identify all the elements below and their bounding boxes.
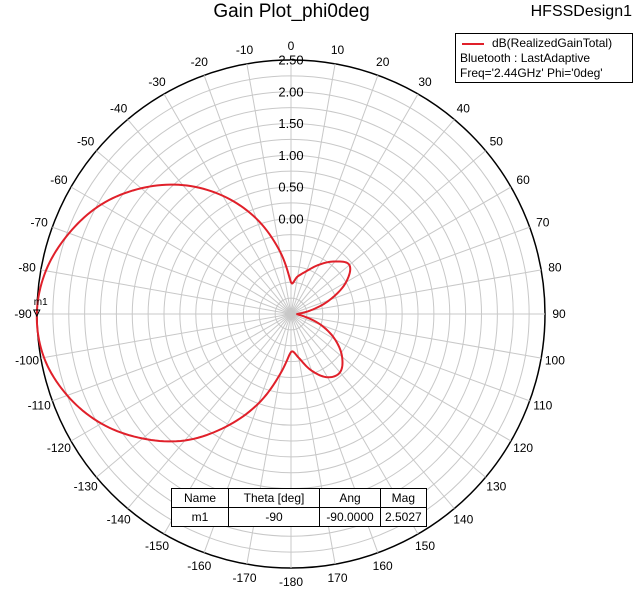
angle-tick-label: 90 [552, 307, 566, 321]
grid-spoke [290, 313, 455, 509]
grid-spoke [290, 93, 419, 315]
angle-tick-label: -20 [191, 55, 209, 69]
grid-spoke [96, 150, 292, 315]
angle-tick-label: -30 [148, 75, 166, 89]
angle-tick-label: 100 [545, 354, 565, 368]
header-ang: Ang [319, 488, 381, 508]
radial-tick-label: 0.50 [278, 180, 303, 195]
grid-spoke [290, 119, 455, 315]
grid-spoke [127, 119, 292, 315]
angle-tick-label: 170 [327, 571, 347, 585]
marker-m1-label: m1 [34, 297, 48, 308]
grid-spoke [70, 186, 292, 315]
angle-tick-label: -100 [15, 354, 39, 368]
cell-mag: 2.5027 [380, 507, 427, 527]
angle-tick-label: -10 [236, 43, 254, 57]
angle-tick-label: -160 [187, 559, 211, 573]
grid-spoke [203, 75, 292, 315]
grid-spoke [290, 313, 512, 442]
grid-spoke [52, 313, 292, 402]
cell-name: m1 [171, 507, 229, 527]
radial-tick-label: 2.50 [278, 53, 303, 68]
grid-spoke [96, 313, 292, 478]
marker-table-row[interactable]: m1 -90 -90.0000 2.5027 [171, 507, 427, 527]
marker-table-header: Name Theta [deg] Ang Mag [171, 488, 427, 508]
plot-title: Gain Plot_phi0deg [213, 1, 370, 22]
header-theta: Theta [deg] [228, 488, 320, 508]
angle-tick-label: -110 [28, 399, 51, 413]
grid-spoke [290, 186, 512, 315]
design-name: HFSSDesign1 [530, 3, 632, 20]
angle-tick-label: 150 [415, 539, 435, 553]
grid-spoke [290, 313, 542, 359]
angle-tick-label: 120 [513, 441, 533, 455]
angle-tick-label: -40 [110, 102, 128, 116]
cell-ang: -90.0000 [319, 507, 381, 527]
legend-params: Freq='2.44GHz' Phi='0deg' [460, 66, 603, 80]
radial-tick-label: 0.00 [278, 211, 303, 226]
radial-tick-labels: 0.00 0.50 1.00 1.50 2.00 2.50 [278, 53, 303, 227]
angle-tick-label: -180 [279, 575, 303, 589]
cell-theta: -90 [228, 507, 320, 527]
grid-spoke [70, 313, 292, 442]
polar-grid [36, 59, 546, 569]
angle-tick-label: -140 [107, 512, 131, 526]
grid-spoke [290, 150, 486, 315]
angle-tick-label: 60 [516, 173, 530, 187]
legend-line-swatch [462, 42, 484, 45]
angle-tick-label: 10 [331, 43, 345, 57]
legend-setup: Bluetooth : LastAdaptive [460, 51, 591, 65]
angle-tick-label: 160 [373, 559, 393, 573]
radial-tick-label: 1.00 [278, 148, 303, 163]
grid-spoke [290, 63, 336, 315]
angle-tick-label: 30 [418, 75, 432, 89]
angle-tick-label: 20 [376, 55, 390, 69]
angle-tick-label: -50 [77, 135, 95, 149]
angle-tick-label: -130 [74, 479, 98, 493]
grid-spoke [127, 313, 292, 509]
legend-trace-name: dB(RealizedGainTotal) [492, 36, 613, 50]
angle-tick-label: -90 [14, 307, 32, 321]
angle-tick-label: -80 [18, 261, 36, 275]
angle-tick-label: 110 [533, 399, 552, 413]
angle-tick-label: -150 [145, 539, 169, 553]
angle-tick-label: -120 [47, 441, 71, 455]
angle-tick-label: 80 [548, 261, 562, 275]
grid-spoke [52, 226, 292, 315]
radial-tick-label: 2.00 [278, 84, 303, 99]
grid-spoke [290, 313, 486, 478]
angle-tick-label: 0 [288, 39, 295, 53]
grid-spoke [163, 93, 292, 315]
angle-tick-label: 50 [490, 135, 504, 149]
grid-spoke [290, 75, 379, 315]
marker-m1-triangle[interactable] [32, 309, 41, 318]
angle-tick-label: -70 [31, 215, 49, 229]
angle-tick-label: -170 [232, 571, 256, 585]
header-name: Name [171, 488, 229, 508]
grid-spoke [40, 269, 292, 315]
marker-group[interactable]: m1 [32, 297, 48, 318]
grid-spoke [246, 63, 292, 315]
marker-table[interactable]: Name Theta [deg] Ang Mag m1 -90 -90.0000… [171, 488, 427, 527]
angle-tick-label: -60 [50, 173, 68, 187]
header-mag: Mag [380, 488, 427, 508]
angle-tick-label: 70 [536, 215, 550, 229]
angle-tick-label: 40 [457, 102, 471, 116]
grid-spoke [40, 313, 292, 359]
radial-tick-label: 1.50 [278, 116, 303, 131]
legend[interactable]: dB(RealizedGainTotal) Bluetooth : LastAd… [455, 33, 633, 83]
gain-trace-line[interactable] [35, 183, 352, 443]
grid-spoke [290, 269, 542, 315]
angle-tick-label: 130 [486, 479, 506, 493]
grid-spoke [290, 313, 530, 402]
angle-tick-labels: -170-160-150-140-130-120-110-100-90-80-7… [14, 39, 566, 589]
angle-tick-label: 140 [453, 512, 473, 526]
